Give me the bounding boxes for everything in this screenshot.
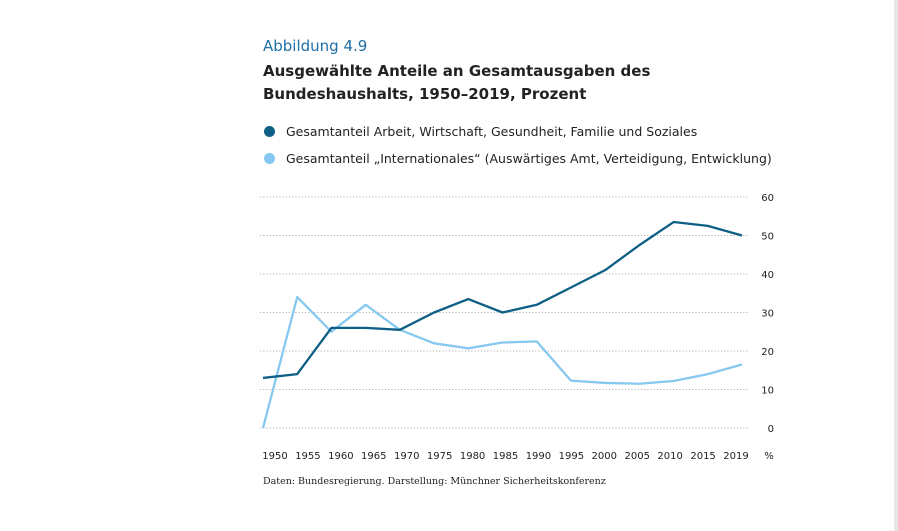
y-tick-label: 10 bbox=[761, 386, 774, 397]
x-tick-label: 2015 bbox=[690, 451, 715, 462]
x-tick-label: 1970 bbox=[394, 451, 419, 462]
legend-label: Gesamtanteil Arbeit, Wirtschaft, Gesundh… bbox=[286, 124, 698, 139]
y-tick-label: 50 bbox=[761, 232, 774, 243]
x-tick-label: 2000 bbox=[592, 451, 617, 462]
x-tick-label: 1965 bbox=[361, 451, 386, 462]
x-tick-label: 1990 bbox=[526, 451, 551, 462]
y-tick-label: 20 bbox=[761, 347, 774, 358]
y-tick-label: 0 bbox=[768, 424, 774, 435]
y-unit-label: % bbox=[764, 451, 774, 462]
series-line-1 bbox=[261, 295, 743, 429]
legend-dot-icon bbox=[264, 153, 275, 164]
y-tick-label: 60 bbox=[761, 193, 774, 204]
x-tick-label: 1955 bbox=[295, 451, 320, 462]
figure-label: Abbildung 4.9 bbox=[263, 37, 368, 55]
y-tick-label: 30 bbox=[761, 309, 774, 320]
x-tick-label: 2010 bbox=[657, 451, 682, 462]
legend: Gesamtanteil Arbeit, Wirtschaft, Gesundh… bbox=[263, 118, 772, 172]
x-tick-label: 1975 bbox=[427, 451, 452, 462]
x-tick-label: 2019 bbox=[723, 451, 748, 462]
x-tick-label: 1960 bbox=[328, 451, 353, 462]
x-tick-label: 1980 bbox=[460, 451, 485, 462]
legend-label: Gesamtanteil „Internationales“ (Auswärti… bbox=[286, 151, 772, 166]
x-tick-label: 2005 bbox=[624, 451, 649, 462]
x-tick-label: 1985 bbox=[493, 451, 518, 462]
series-line-0 bbox=[262, 220, 743, 380]
y-tick-label: 40 bbox=[761, 270, 774, 281]
x-tick-label: 1950 bbox=[262, 451, 287, 462]
legend-item-internationales: Gesamtanteil „Internationales“ (Auswärti… bbox=[263, 145, 772, 172]
source-note: Daten: Bundesregierung. Darstellung: Mün… bbox=[263, 476, 606, 487]
x-tick-label: 1995 bbox=[559, 451, 584, 462]
legend-dot-icon bbox=[264, 126, 275, 137]
window-edge bbox=[894, 0, 898, 531]
legend-item-arbeit: Gesamtanteil Arbeit, Wirtschaft, Gesundh… bbox=[263, 118, 772, 145]
chart-title: Ausgewählte Anteile an Gesamtausgaben de… bbox=[263, 62, 651, 103]
